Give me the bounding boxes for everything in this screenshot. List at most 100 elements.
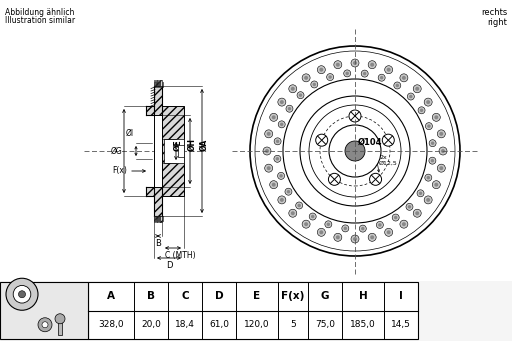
Bar <box>160 216 161 222</box>
Bar <box>161 81 163 87</box>
Circle shape <box>396 84 399 87</box>
Text: Ø104: Ø104 <box>358 138 382 147</box>
Circle shape <box>363 72 367 75</box>
Circle shape <box>287 190 290 193</box>
Text: ØG: ØG <box>110 147 122 155</box>
Bar <box>0 282 88 339</box>
Text: 5: 5 <box>290 320 296 329</box>
Bar <box>154 187 162 216</box>
Circle shape <box>38 318 52 332</box>
Circle shape <box>280 174 283 178</box>
Circle shape <box>439 147 447 155</box>
Circle shape <box>248 44 462 258</box>
Bar <box>146 187 154 196</box>
Text: G: G <box>321 291 329 301</box>
Circle shape <box>415 87 419 91</box>
Circle shape <box>299 93 302 97</box>
Circle shape <box>353 237 357 241</box>
Text: 61,0: 61,0 <box>209 320 229 329</box>
Circle shape <box>265 149 269 153</box>
Circle shape <box>417 190 424 197</box>
Circle shape <box>302 220 310 228</box>
Circle shape <box>376 221 383 228</box>
Circle shape <box>342 225 349 232</box>
Bar <box>154 80 155 86</box>
Circle shape <box>409 95 413 98</box>
Circle shape <box>420 108 423 112</box>
Circle shape <box>265 164 273 172</box>
Circle shape <box>432 113 440 121</box>
Bar <box>178 145 184 157</box>
Circle shape <box>319 230 323 234</box>
Circle shape <box>291 211 295 215</box>
Circle shape <box>55 314 65 324</box>
Circle shape <box>368 61 376 69</box>
Bar <box>154 216 156 221</box>
Circle shape <box>426 176 430 179</box>
Circle shape <box>431 159 434 162</box>
Text: F(x): F(x) <box>112 166 127 176</box>
Circle shape <box>297 92 304 99</box>
Circle shape <box>406 203 413 210</box>
Circle shape <box>270 113 278 121</box>
Bar <box>157 81 158 87</box>
Circle shape <box>418 107 425 114</box>
Bar <box>154 115 162 187</box>
Circle shape <box>312 83 316 86</box>
Circle shape <box>327 223 330 226</box>
Text: B: B <box>155 239 161 248</box>
Circle shape <box>6 278 38 310</box>
Circle shape <box>441 149 445 153</box>
Text: ØH: ØH <box>187 138 197 151</box>
Circle shape <box>309 213 316 220</box>
Text: Abbildung ähnlich: Abbildung ähnlich <box>5 8 74 17</box>
Circle shape <box>344 227 347 230</box>
Circle shape <box>392 214 399 221</box>
Circle shape <box>267 132 271 136</box>
Circle shape <box>334 61 342 69</box>
Circle shape <box>311 215 314 218</box>
Circle shape <box>413 85 421 93</box>
Circle shape <box>346 72 349 75</box>
Circle shape <box>361 227 365 231</box>
Text: H: H <box>358 291 368 301</box>
Bar <box>162 106 184 196</box>
Circle shape <box>344 70 351 77</box>
Circle shape <box>272 115 275 119</box>
Circle shape <box>325 221 332 228</box>
Circle shape <box>316 134 328 146</box>
Text: B: B <box>147 291 155 301</box>
Circle shape <box>434 183 438 187</box>
Circle shape <box>437 164 445 172</box>
Circle shape <box>42 322 48 328</box>
Circle shape <box>419 192 422 195</box>
Text: 14,5: 14,5 <box>391 320 411 329</box>
Text: E: E <box>253 291 261 301</box>
Circle shape <box>265 130 273 138</box>
Circle shape <box>285 188 292 195</box>
Circle shape <box>385 66 393 74</box>
Text: 20,0: 20,0 <box>141 320 161 329</box>
Bar <box>154 216 155 222</box>
Circle shape <box>274 155 281 162</box>
Bar <box>157 216 158 222</box>
Circle shape <box>304 222 308 226</box>
Bar <box>156 80 157 86</box>
Circle shape <box>424 196 432 204</box>
Circle shape <box>426 100 430 104</box>
Circle shape <box>425 174 432 181</box>
Circle shape <box>370 173 381 185</box>
Text: Illustration similar: Illustration similar <box>5 16 75 25</box>
Circle shape <box>345 141 365 161</box>
Circle shape <box>439 166 443 170</box>
Text: 120,0: 120,0 <box>244 320 270 329</box>
Circle shape <box>289 209 297 217</box>
Circle shape <box>402 222 406 226</box>
Circle shape <box>439 132 443 136</box>
Text: D: D <box>166 261 172 270</box>
Circle shape <box>402 76 406 80</box>
Circle shape <box>408 205 411 209</box>
Circle shape <box>319 68 323 72</box>
Circle shape <box>267 166 271 170</box>
Circle shape <box>415 211 419 215</box>
